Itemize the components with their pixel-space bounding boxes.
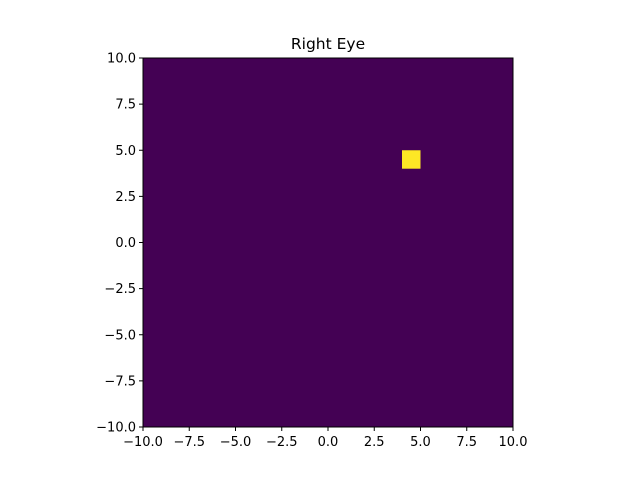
- x-tick-label: 2.5: [364, 435, 385, 450]
- y-tick-label: 10.0: [107, 52, 136, 67]
- heatmap-background: [143, 58, 513, 427]
- y-axis: −10.0 −7.5 −5.0 −2.5 0.0 2.5 5.0 7.5 10.0: [96, 52, 143, 436]
- x-tick-label: −7.5: [173, 435, 205, 450]
- x-tick-label: 0.0: [318, 435, 339, 450]
- x-tick-label: −5.0: [220, 435, 252, 450]
- y-tick-label: 0.0: [115, 236, 136, 251]
- x-tick-label: −2.5: [266, 435, 298, 450]
- x-tick-label: 7.5: [456, 435, 477, 450]
- x-axis: −10.0 −7.5 −5.0 −2.5 0.0 2.5 5.0 7.5 10.0: [123, 427, 527, 450]
- y-tick-label: −5.0: [104, 328, 136, 343]
- x-tick-label: 10.0: [499, 435, 528, 450]
- heatmap-cell-0: [402, 150, 421, 169]
- plot-area: [142, 57, 514, 428]
- x-tick-label: 5.0: [410, 435, 431, 450]
- y-tick-label: 2.5: [115, 190, 136, 205]
- chart-title: Right Eye: [291, 35, 365, 53]
- y-tick-label: −2.5: [104, 282, 136, 297]
- y-tick-label: 5.0: [115, 144, 136, 159]
- y-tick-label: −7.5: [104, 374, 136, 389]
- y-tick-label: −10.0: [96, 421, 136, 436]
- x-tick-label: −10.0: [123, 435, 163, 450]
- y-tick-label: 7.5: [115, 98, 136, 113]
